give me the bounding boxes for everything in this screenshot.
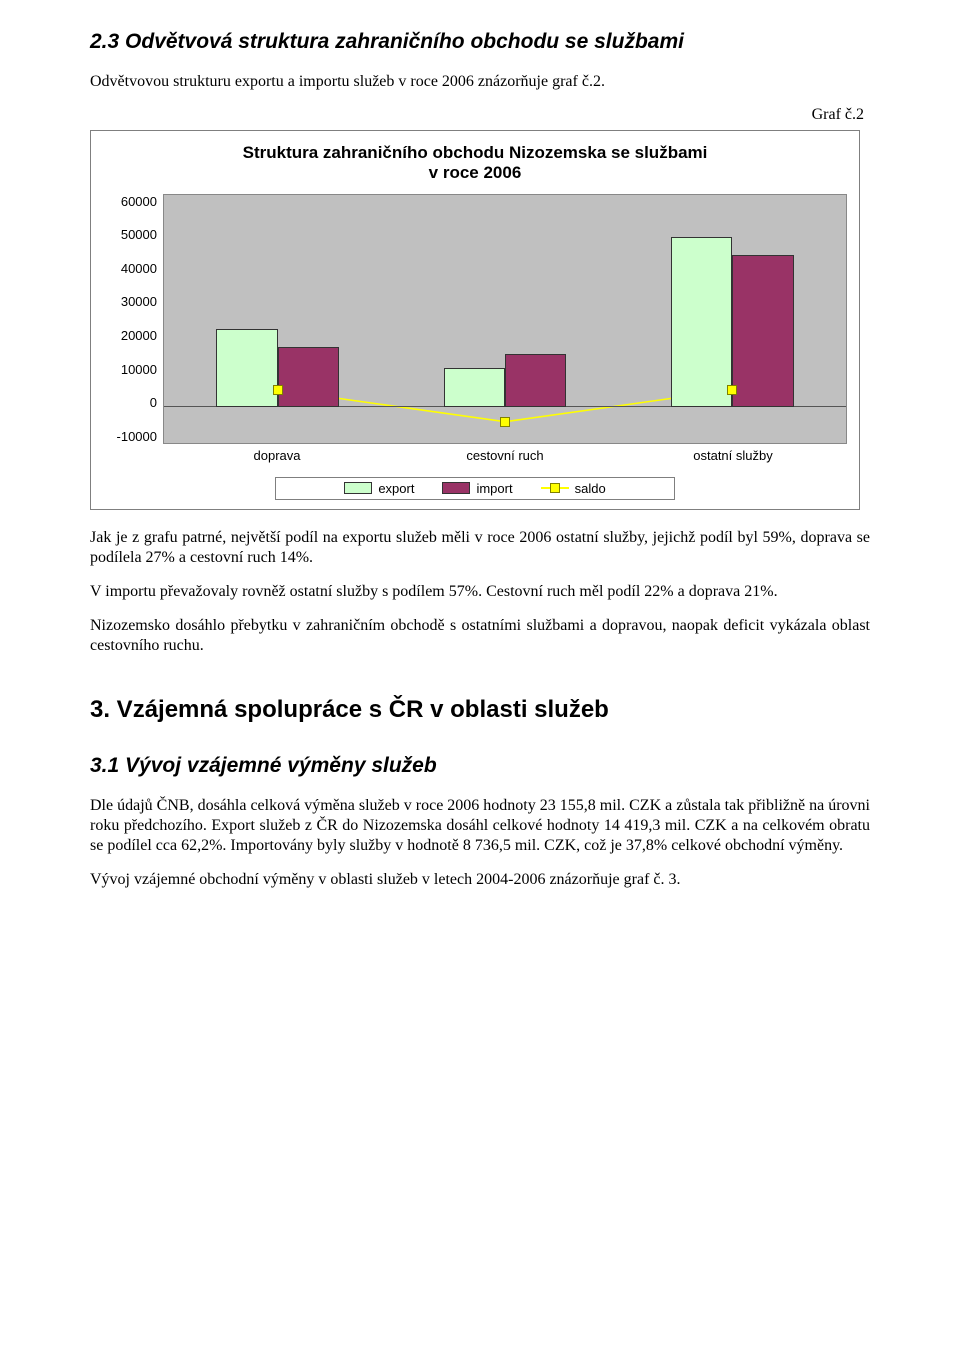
legend-saldo: saldo [541,481,606,496]
x-label: cestovní ruch [391,444,619,463]
para-3-1-b: Vývoj vzájemné obchodní výměny v oblasti… [90,870,870,890]
chart-title-line1: Struktura zahraničního obchodu Nizozemsk… [243,143,708,162]
saldo-point [273,385,283,395]
y-axis: 60000 50000 40000 30000 20000 10000 0 -10000 [103,194,163,444]
y-tick: 50000 [103,227,157,242]
y-tick: 60000 [103,194,157,209]
para-after-1: Jak je z grafu patrné, největší podíl na… [90,528,870,568]
bar-export [444,368,505,407]
bar-export [216,329,277,407]
x-label: doprava [163,444,391,463]
legend-label-export: export [378,481,414,496]
y-tick: 20000 [103,328,157,343]
legend: export import saldo [275,477,675,500]
x-axis-labels: dopravacestovní ruchostatní služby [163,444,847,463]
x-label: ostatní služby [619,444,847,463]
y-tick: 0 [103,395,157,410]
heading-3: 3. Vzájemná spolupráce s ČR v oblasti sl… [90,696,870,724]
plot-area [163,194,847,444]
y-tick: 30000 [103,294,157,309]
para-after-3: Nizozemsko dosáhlo přebytku v zahraniční… [90,616,870,656]
legend-label-import: import [476,481,512,496]
legend-import: import [442,481,512,496]
y-tick: 40000 [103,261,157,276]
intro-2-3: Odvětvovou strukturu exportu a importu s… [90,72,870,92]
legend-export: export [344,481,414,496]
bar-import [505,354,566,407]
legend-label-saldo: saldo [575,481,606,496]
chart-plot-wrap: 60000 50000 40000 30000 20000 10000 0 -10000 [103,194,847,444]
y-tick: 10000 [103,362,157,377]
saldo-point [727,385,737,395]
graf-label: Graf č.2 [90,106,870,124]
para-after-2: V importu převažovaly rovněž ostatní slu… [90,582,870,602]
chart-container: Struktura zahraničního obchodu Nizozemsk… [90,130,860,510]
chart-title-line2: v roce 2006 [429,163,522,182]
legend-swatch-saldo [541,487,569,489]
legend-swatch-export [344,482,372,494]
heading-3-1: 3.1 Vývoj vzájemné výměny služeb [90,754,870,778]
legend-swatch-import [442,482,470,494]
y-tick: -10000 [103,429,157,444]
bar-export [671,237,732,407]
bar-import [278,347,339,407]
bar-import [732,255,793,407]
heading-2-3: 2.3 Odvětvová struktura zahraničního obc… [90,30,870,54]
saldo-point [500,417,510,427]
para-3-1-a: Dle údajů ČNB, dosáhla celková výměna sl… [90,796,870,856]
chart-title: Struktura zahraničního obchodu Nizozemsk… [103,143,847,184]
